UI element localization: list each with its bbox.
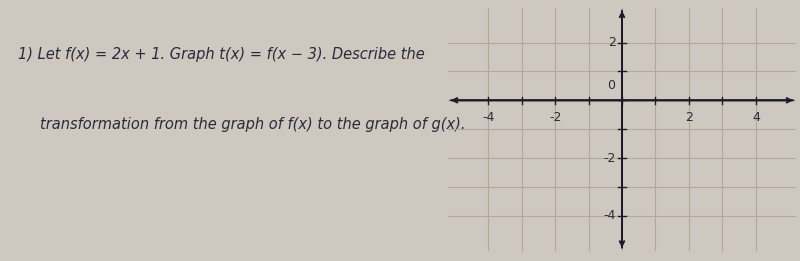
Text: 4: 4 [752,111,760,124]
Text: 2: 2 [608,36,616,49]
Text: -4: -4 [604,209,616,222]
Text: 2: 2 [685,111,693,124]
Text: -2: -2 [604,152,616,165]
Text: 1) Let f(x) = 2x + 1. Graph t(x) = f(x − 3). Describe the: 1) Let f(x) = 2x + 1. Graph t(x) = f(x −… [18,47,425,62]
Text: transformation from the graph of f(x) to the graph of g(x).: transformation from the graph of f(x) to… [40,117,466,132]
Text: -4: -4 [482,111,494,124]
Text: -2: -2 [549,111,562,124]
Text: 0: 0 [606,79,614,92]
